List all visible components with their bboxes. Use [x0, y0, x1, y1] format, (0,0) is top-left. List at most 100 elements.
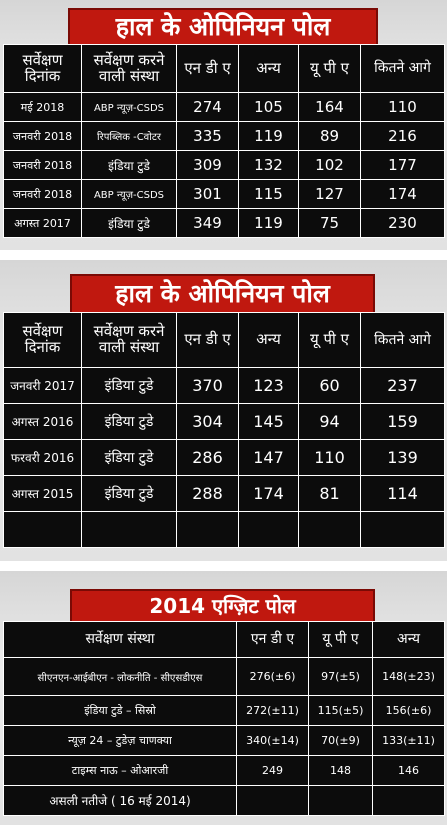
table-row-actual-results: असली नतीजे ( 16 मई 2014) — [3, 785, 445, 816]
cell-agency: न्यूज़ 24 – टुडेज़ चाणक्या — [3, 725, 237, 756]
cell-date: अगस्त 2015 — [3, 475, 82, 512]
table-row: इंडिया टुडे – सिस्रो 272(±11) 115(±5) 15… — [3, 695, 445, 726]
cell-agency: इंडिया टुडे — [81, 367, 177, 404]
cell-others: 148(±23) — [372, 657, 445, 696]
cell-nda — [176, 511, 239, 548]
header-upa: यू पी ए — [298, 312, 361, 368]
cell-agency: इंडिया टुडे — [81, 475, 177, 512]
cell-date: जनवरी 2018 — [3, 150, 82, 180]
cell-others: 174 — [238, 475, 299, 512]
table-header-row: सर्वेक्षण दिनांक सर्वेक्षण करने वाली संस… — [3, 312, 445, 368]
cell-nda: 301 — [176, 179, 239, 209]
cell-upa: 94 — [298, 403, 361, 440]
header-survey-date: सर्वेक्षण दिनांक — [3, 44, 82, 93]
cell-nda: 335 — [176, 121, 239, 151]
header-nda: एन डी ए — [176, 312, 239, 368]
table-row: टाइम्स नाऊ – ओआरजी 249 148 146 — [3, 755, 445, 786]
header-others: अन्य — [238, 44, 299, 93]
cell-others: 146 — [372, 755, 445, 786]
cell-date: मई 2018 — [3, 92, 82, 122]
cell-nda: 349 — [176, 208, 239, 238]
panel-2-table: सर्वेक्षण दिनांक सर्वेक्षण करने वाली संस… — [3, 312, 445, 548]
table-header-row: सर्वेक्षण दिनांक सर्वेक्षण करने वाली संस… — [3, 44, 445, 93]
cell-agency: ABP न्यूज़-CSDS — [81, 179, 177, 209]
cell-upa: 164 — [298, 92, 361, 122]
cell-lead — [360, 511, 445, 548]
cell-lead: 230 — [360, 208, 445, 238]
table-row: मई 2018 ABP न्यूज़-CSDS 274 105 164 110 — [3, 92, 445, 122]
cell-agency: सीएनएन-आईबीएन - लोकनीति - सीएसडीएस — [3, 657, 237, 696]
panel-separator — [0, 561, 447, 571]
cell-nda: 276(±6) — [236, 657, 309, 696]
cell-others: 156(±6) — [372, 695, 445, 726]
header-lead: कितने आगे — [360, 44, 445, 93]
cell-agency: इंडिया टुडे – सिस्रो — [3, 695, 237, 726]
cell-lead: 114 — [360, 475, 445, 512]
table-row: फरवरी 2016 इंडिया टुडे 286 147 110 139 — [3, 439, 445, 476]
cell-date: जनवरी 2018 — [3, 121, 82, 151]
cell-others — [372, 785, 445, 816]
table-row: सीएनएन-आईबीएन - लोकनीति - सीएसडीएस 276(±… — [3, 657, 445, 696]
cell-nda: 309 — [176, 150, 239, 180]
cell-nda: 340(±14) — [236, 725, 309, 756]
cell-others: 119 — [238, 121, 299, 151]
header-others: अन्य — [372, 621, 445, 658]
panel-2-title: हाल के ओपिनियन पोल — [70, 274, 375, 314]
cell-others: 133(±11) — [372, 725, 445, 756]
table-row: जनवरी 2018 रिपब्लिक -Cवोटर 335 119 89 21… — [3, 121, 445, 151]
cell-lead: 139 — [360, 439, 445, 476]
cell-date: जनवरी 2017 — [3, 367, 82, 404]
cell-others: 147 — [238, 439, 299, 476]
table-header-row: सर्वेक्षण संस्था एन डी ए यू पी ए अन्य — [3, 621, 445, 658]
cell-agency: ABP न्यूज़-CSDS — [81, 92, 177, 122]
cell-nda: 288 — [176, 475, 239, 512]
cell-agency: टाइम्स नाऊ – ओआरजी — [3, 755, 237, 786]
cell-lead: 159 — [360, 403, 445, 440]
cell-lead: 110 — [360, 92, 445, 122]
header-survey-date: सर्वेक्षण दिनांक — [3, 312, 82, 368]
table-row: अगस्त 2017 इंडिया टुडे 349 119 75 230 — [3, 208, 445, 238]
panel-3-table: सर्वेक्षण संस्था एन डी ए यू पी ए अन्य सी… — [3, 621, 445, 816]
opinion-poll-panel-2: हाल के ओपिनियन पोल सर्वेक्षण दिनांक सर्व… — [0, 260, 447, 561]
cell-lead: 177 — [360, 150, 445, 180]
cell-date — [3, 511, 82, 548]
table-row: जनवरी 2018 इंडिया टुडे 309 132 102 177 — [3, 150, 445, 180]
cell-nda — [236, 785, 309, 816]
table-row: न्यूज़ 24 – टुडेज़ चाणक्या 340(±14) 70(±… — [3, 725, 445, 756]
cell-agency — [81, 511, 177, 548]
cell-upa: 81 — [298, 475, 361, 512]
cell-agency: इंडिया टुडे — [81, 403, 177, 440]
table-row: अगस्त 2016 इंडिया टुडे 304 145 94 159 — [3, 403, 445, 440]
table-row-empty — [3, 511, 445, 548]
cell-others — [238, 511, 299, 548]
cell-date: फरवरी 2016 — [3, 439, 82, 476]
table-row: जनवरी 2018 ABP न्यूज़-CSDS 301 115 127 1… — [3, 179, 445, 209]
cell-lead: 216 — [360, 121, 445, 151]
header-others: अन्य — [238, 312, 299, 368]
cell-date: अगस्त 2016 — [3, 403, 82, 440]
cell-others: 132 — [238, 150, 299, 180]
cell-others: 123 — [238, 367, 299, 404]
cell-upa: 102 — [298, 150, 361, 180]
cell-date: जनवरी 2018 — [3, 179, 82, 209]
cell-upa — [308, 785, 373, 816]
cell-others: 145 — [238, 403, 299, 440]
cell-upa: 127 — [298, 179, 361, 209]
exit-poll-panel: 2014 एग्ज़िट पोल सर्वेक्षण संस्था एन डी … — [0, 571, 447, 825]
cell-nda: 370 — [176, 367, 239, 404]
cell-upa: 148 — [308, 755, 373, 786]
cell-agency: इंडिया टुडे — [81, 150, 177, 180]
header-nda: एन डी ए — [236, 621, 309, 658]
header-lead: कितने आगे — [360, 312, 445, 368]
panel-1-title: हाल के ओपिनियन पोल — [68, 8, 378, 46]
panel-3-title: 2014 एग्ज़िट पोल — [70, 589, 375, 623]
cell-upa: 70(±9) — [308, 725, 373, 756]
header-survey-agency: सर्वेक्षण संस्था — [3, 621, 237, 658]
cell-agency: असली नतीजे ( 16 मई 2014) — [3, 785, 237, 816]
cell-agency: रिपब्लिक -Cवोटर — [81, 121, 177, 151]
panel-separator — [0, 250, 447, 260]
cell-lead: 174 — [360, 179, 445, 209]
cell-date: अगस्त 2017 — [3, 208, 82, 238]
cell-others: 105 — [238, 92, 299, 122]
header-upa: यू पी ए — [308, 621, 373, 658]
